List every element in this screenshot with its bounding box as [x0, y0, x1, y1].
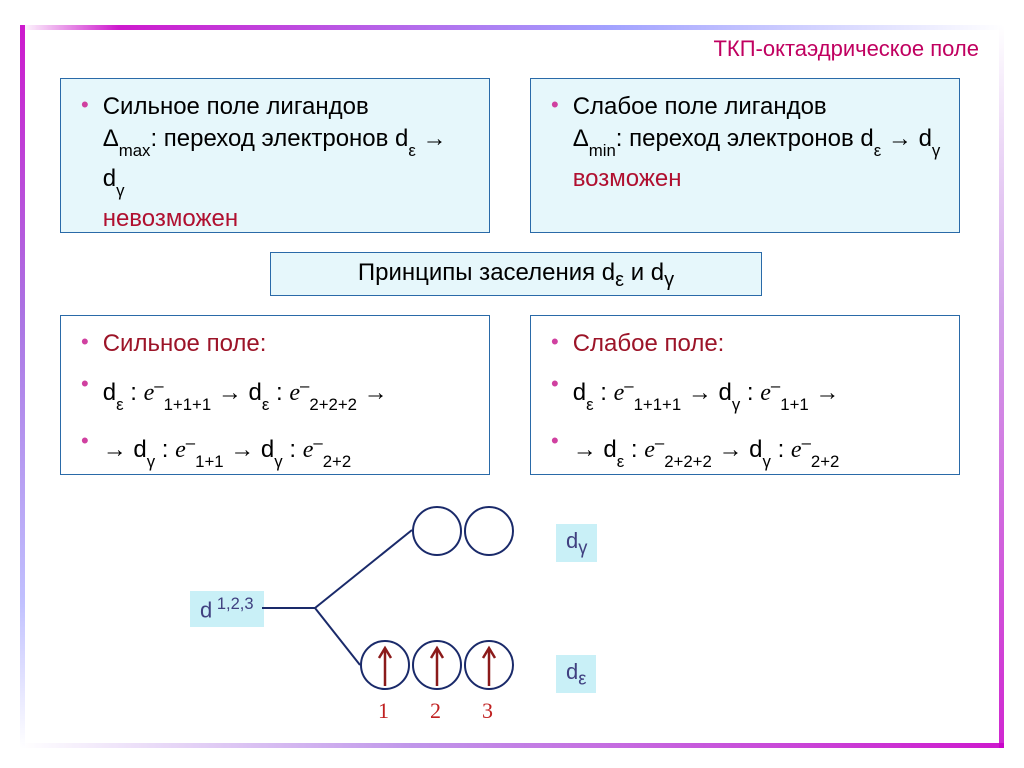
bullet-icon: • — [551, 91, 559, 119]
label-d-gamma: dγ — [556, 524, 597, 562]
orbital-top-2 — [464, 506, 514, 556]
box-strong-field-sequence: • Сильное поле: • dε : e–1+1+1 → dε : e–… — [60, 315, 490, 475]
strong-field-text: Сильное поле лигандов Δmax: переход элек… — [103, 91, 471, 235]
weak-field-row3: → dε : e–2+2+2 → dγ : e–2+2 — [573, 427, 840, 474]
gradient-border-bottom — [20, 743, 1004, 748]
bullet-icon: • — [81, 370, 89, 398]
weak-field-heading: Слабое поле: — [573, 330, 725, 357]
strong-field-row2: dε : e–1+1+1 → dε : e–2+2+2 → — [103, 370, 388, 417]
bullet-icon: • — [81, 328, 89, 356]
orbital-top-1 — [412, 506, 462, 556]
strong-field-row3: → dγ : e–1+1 → dγ : e–2+2 — [103, 427, 351, 474]
gradient-border-top — [20, 25, 1004, 30]
bullet-icon: • — [551, 328, 559, 356]
gradient-border-right — [999, 25, 1004, 748]
number-2: 2 — [430, 698, 441, 724]
box-weak-field-ligands: • Слабое поле лигандов Δmin: переход эле… — [530, 78, 960, 233]
box-weak-field-sequence: • Слабое поле: • dε : e–1+1+1 → dγ : e–1… — [530, 315, 960, 475]
electron-arrow-3 — [464, 640, 514, 690]
bullet-icon: • — [81, 91, 89, 119]
weak-field-row2: dε : e–1+1+1 → dγ : e–1+1 → — [573, 370, 840, 417]
principles-text: Принципы заселения dε и dγ — [358, 259, 674, 286]
bullet-icon: • — [551, 370, 559, 398]
electron-arrow-1 — [360, 640, 410, 690]
box-principles-heading: Принципы заселения dε и dγ — [270, 252, 762, 296]
electron-arrow-2 — [412, 640, 462, 690]
box-strong-field-ligands: • Сильное поле лигандов Δmax: переход эл… — [60, 78, 490, 233]
label-d-epsilon: dε — [556, 655, 596, 693]
number-1: 1 — [378, 698, 389, 724]
bullet-icon: • — [551, 427, 559, 455]
strong-field-heading: Сильное поле: — [103, 330, 267, 357]
number-3: 3 — [482, 698, 493, 724]
weak-field-text: Слабое поле лигандов Δmin: переход элект… — [573, 91, 941, 195]
bullet-icon: • — [81, 427, 89, 455]
gradient-border-left — [20, 25, 25, 748]
slide-title: ТКП-октаэдрическое поле — [713, 36, 979, 62]
